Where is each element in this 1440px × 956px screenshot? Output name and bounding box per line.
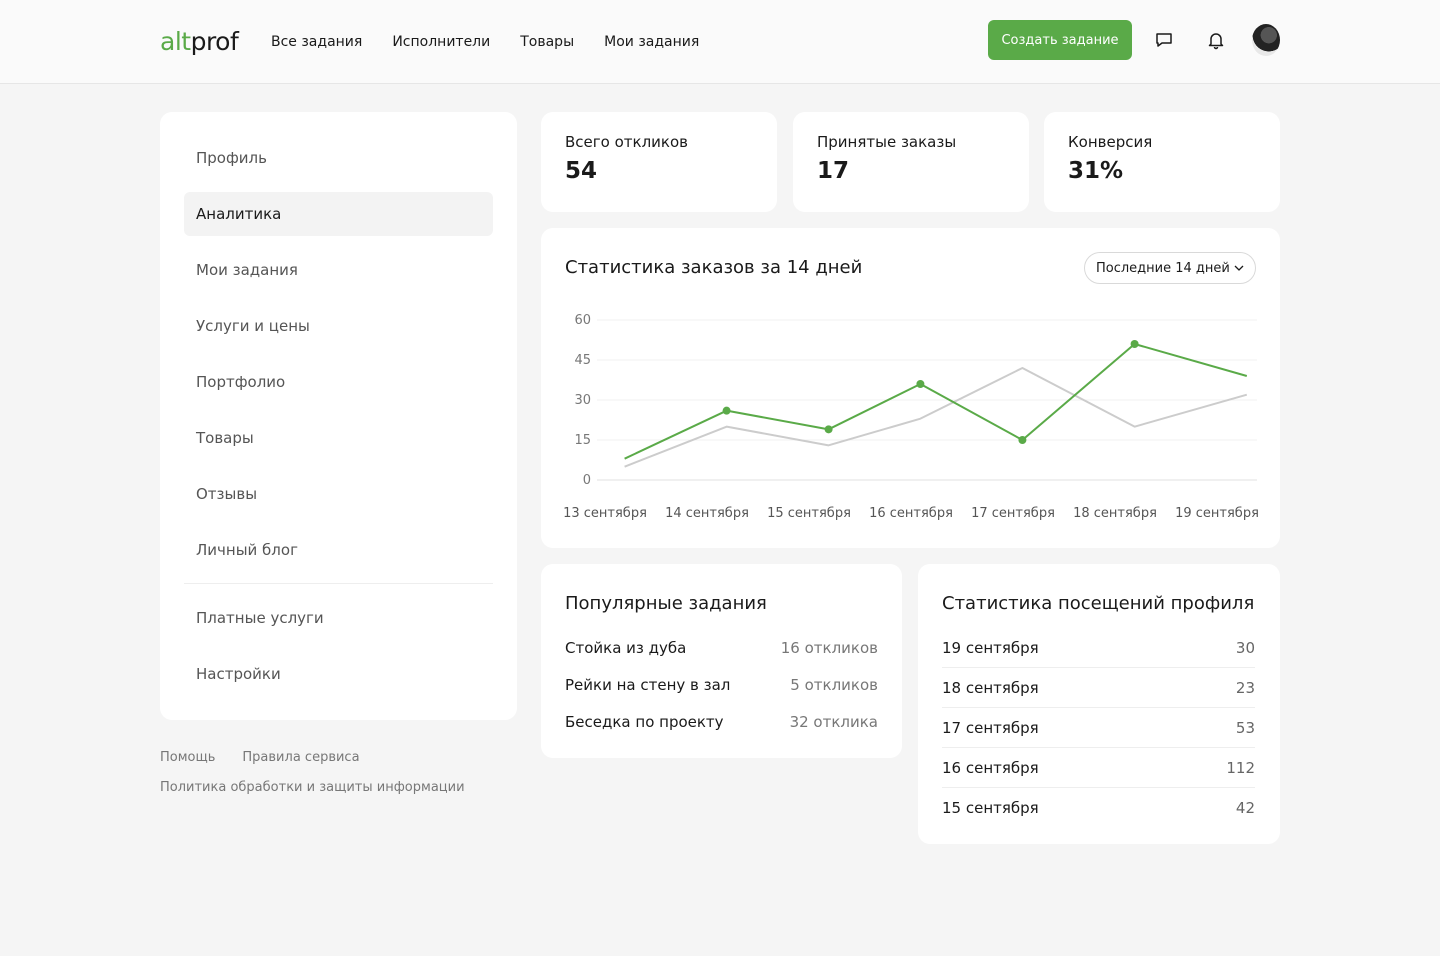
visit-date: 16 сентября [942, 758, 1039, 777]
task-name: Стойка из дуба [565, 639, 687, 657]
task-name: Беседка по проекту [565, 713, 724, 731]
sidebar-item-profile[interactable]: Профиль [196, 149, 267, 167]
series-line [624, 367, 1248, 468]
visit-count: 30 [1235, 638, 1255, 657]
visits-title: Статистика посещений профиля [942, 593, 1255, 614]
table-row: 16 сентября 112 [942, 748, 1255, 788]
nav-products[interactable]: Товары [520, 34, 575, 50]
stat-card-responses: Всего откликов 54 [541, 112, 777, 212]
table-row: 17 сентября 53 [942, 708, 1255, 748]
data-point [722, 406, 731, 415]
logo-alt: alt [160, 27, 191, 56]
sidebar-item-settings[interactable]: Настройки [196, 665, 281, 683]
sidebar-item-blog[interactable]: Личный блог [196, 541, 298, 559]
stat-label: Конверсия [1068, 133, 1153, 151]
logo-prof: prof [190, 27, 239, 56]
sidebar-item-reviews[interactable]: Отзывы [196, 485, 258, 503]
stat-value: 17 [817, 158, 850, 184]
table-row: 15 сентября 42 [942, 788, 1255, 828]
table-row: 19 сентября 30 [942, 628, 1255, 668]
create-task-button[interactable]: Создать задание [988, 20, 1132, 60]
visit-count: 23 [1235, 678, 1255, 697]
logo[interactable]: altprof [160, 27, 239, 57]
list-item[interactable]: Стойка из дуба 16 откликов [565, 638, 878, 658]
avatar[interactable] [1252, 24, 1280, 56]
orders-chart-card: Статистика заказов за 14 дней Последние … [541, 228, 1280, 548]
sidebar-item-analytics[interactable]: Аналитика [184, 192, 493, 236]
bell-icon[interactable] [1204, 28, 1228, 52]
stat-value: 31% [1068, 158, 1124, 184]
data-point [824, 425, 833, 434]
rules-link[interactable]: Правила сервиса [242, 750, 360, 765]
y-tick-label: 45 [574, 353, 591, 368]
help-link[interactable]: Помощь [160, 750, 216, 765]
x-tick-label: 19 сентября [1175, 506, 1259, 521]
visit-count: 112 [1226, 758, 1255, 777]
sidebar-item-portfolio[interactable]: Портфолио [196, 373, 286, 391]
task-count: 16 откликов [780, 639, 878, 657]
popular-title: Популярные задания [565, 593, 767, 614]
visit-date: 18 сентября [942, 678, 1039, 697]
y-tick-label: 60 [574, 313, 591, 328]
sidebar-item-services[interactable]: Услуги и цены [196, 317, 310, 335]
footer-links: Помощь Правила сервиса Политика обработк… [160, 750, 465, 796]
stat-label: Всего откликов [565, 133, 688, 151]
sidebar: Профиль Аналитика Мои задания Услуги и ц… [160, 112, 517, 720]
x-tick-label: 17 сентября [971, 506, 1055, 521]
popular-tasks-card: Популярные задания Стойка из дуба 16 отк… [541, 564, 902, 758]
stat-card-conversion: Конверсия 31% [1044, 112, 1280, 212]
x-tick-label: 13 сентября [563, 506, 647, 521]
data-point [1130, 340, 1139, 348]
x-tick-label: 14 сентября [665, 506, 749, 521]
data-point [1018, 436, 1027, 444]
data-point [916, 380, 925, 388]
task-count: 32 отклика [789, 713, 878, 731]
visit-date: 17 сентября [942, 718, 1039, 737]
visit-date: 15 сентября [942, 799, 1039, 817]
stat-label: Принятые заказы [817, 133, 957, 151]
nav-performers[interactable]: Исполнители [392, 34, 491, 50]
list-item[interactable]: Рейки на стену в зал 5 откликов [565, 675, 878, 695]
sidebar-divider [184, 583, 493, 584]
main-nav: Все задания Исполнители Товары Мои задан… [271, 33, 699, 51]
list-item[interactable]: Беседка по проекту 32 отклика [565, 712, 878, 732]
chevron-down-icon [1234, 265, 1244, 271]
nav-my-tasks[interactable]: Мои задания [604, 34, 700, 50]
chart-title: Статистика заказов за 14 дней [565, 257, 863, 278]
chat-icon[interactable] [1152, 28, 1176, 52]
period-select[interactable]: Последние 14 дней [1084, 252, 1256, 284]
sidebar-item-paid-services[interactable]: Платные услуги [196, 609, 324, 627]
task-count: 5 откликов [790, 676, 878, 694]
profile-visits-card: Статистика посещений профиля 19 сентября… [918, 564, 1280, 844]
sidebar-item-my-tasks[interactable]: Мои задания [196, 261, 298, 279]
y-tick-label: 30 [574, 393, 591, 408]
policy-link[interactable]: Политика обработки и защиты информации [160, 780, 465, 795]
period-select-value: Последние 14 дней [1096, 260, 1230, 276]
visit-date: 19 сентября [942, 638, 1039, 657]
x-tick-label: 16 сентября [869, 506, 953, 521]
stat-card-accepted: Принятые заказы 17 [793, 112, 1029, 212]
x-tick-label: 15 сентября [767, 506, 851, 521]
task-name: Рейки на стену в зал [565, 676, 731, 694]
x-tick-label: 18 сентября [1073, 506, 1157, 521]
y-tick-label: 0 [583, 473, 591, 488]
visit-count: 42 [1235, 799, 1255, 817]
table-row: 18 сентября 23 [942, 668, 1255, 708]
sidebar-item-products[interactable]: Товары [196, 429, 254, 447]
stat-value: 54 [565, 158, 598, 184]
visit-count: 53 [1235, 718, 1255, 737]
series-line [624, 343, 1248, 460]
orders-line-chart: 0 15 30 45 60 13 сентября 14 сентября 15 сентяб… [563, 313, 1259, 521]
nav-all-tasks[interactable]: Все задания [271, 34, 363, 50]
y-tick-label: 15 [574, 433, 591, 448]
top-header: altprof Все задания Исполнители Товары М… [0, 0, 1440, 84]
